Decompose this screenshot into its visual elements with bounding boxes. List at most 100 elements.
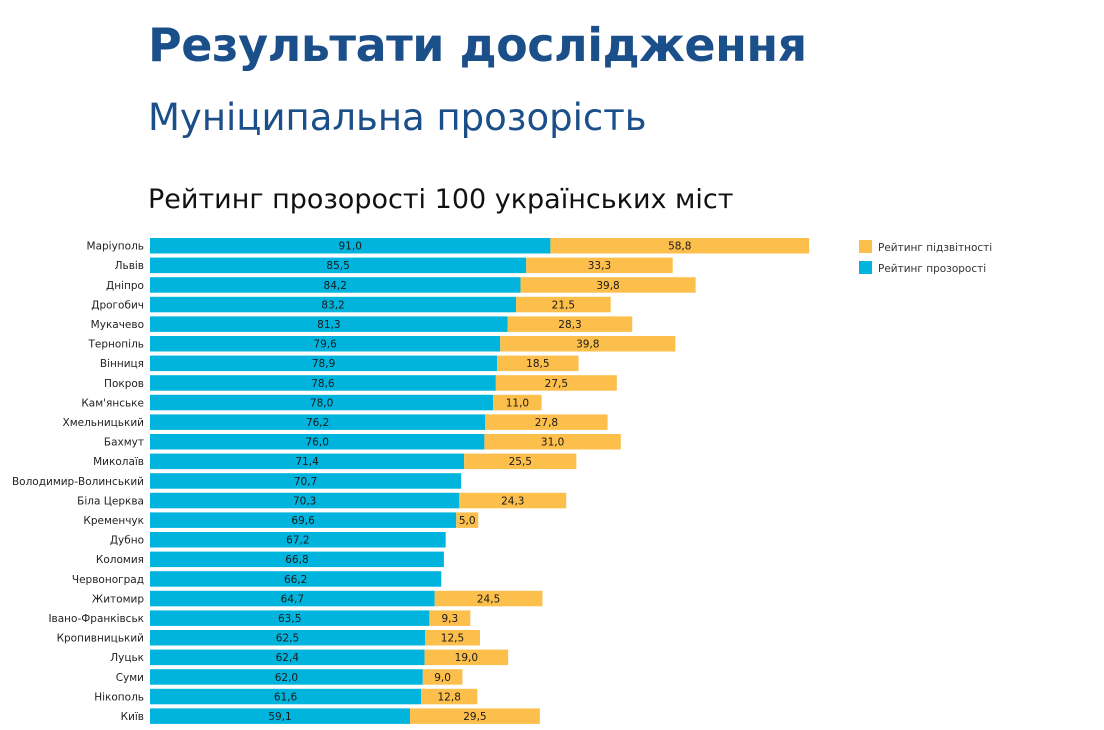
bar-accountability [550, 238, 810, 254]
value-label-accountability: 24,3 [501, 495, 524, 507]
bar-accountability [459, 492, 567, 509]
value-label-accountability: 12,5 [441, 633, 464, 645]
value-label-transparency: 85,5 [326, 260, 349, 272]
category-label: Дніпро [106, 280, 144, 292]
bar-transparency [150, 492, 460, 509]
value-label-transparency: 62,0 [275, 672, 298, 684]
page-subtitle: Муніципальна прозорість [148, 96, 647, 139]
value-label-accountability: 11,0 [506, 397, 529, 409]
bar-transparency [150, 414, 486, 430]
value-label-accountability: 24,5 [477, 593, 500, 605]
value-label-transparency: 70,7 [294, 476, 317, 488]
value-label-transparency: 61,6 [274, 691, 298, 703]
bar-transparency [150, 688, 422, 705]
category-label: Хмельницький [63, 417, 145, 429]
bar-accountability [526, 257, 673, 274]
category-label: Івано-Франківськ [48, 613, 144, 625]
value-label-transparency: 66,8 [285, 554, 308, 566]
value-label-transparency: 70,3 [293, 495, 316, 507]
value-label-accountability: 58,8 [668, 241, 691, 253]
bar-transparency [150, 316, 508, 332]
value-label-transparency: 84,2 [324, 280, 347, 292]
value-label-accountability: 18,5 [526, 358, 549, 370]
category-label: Тернопіль [87, 339, 144, 351]
value-label-transparency: 67,2 [286, 535, 309, 547]
category-label: Миколаїв [93, 456, 144, 468]
value-label-accountability: 28,3 [558, 319, 581, 331]
value-label-accountability: 19,0 [455, 652, 478, 664]
bar-accountability [516, 296, 611, 313]
category-label: Мукачево [91, 319, 144, 331]
category-label: Кам'янське [81, 397, 144, 409]
value-label-transparency: 79,6 [313, 339, 337, 351]
value-label-transparency: 91,0 [339, 241, 362, 253]
bar-transparency [150, 336, 501, 352]
category-label: Нікополь [94, 691, 144, 703]
bar-accountability [495, 375, 617, 391]
bar-accountability [507, 316, 633, 332]
bar-accountability [500, 336, 676, 352]
category-label: Житомир [92, 593, 144, 605]
bar-accountability [434, 590, 543, 607]
bar-transparency [150, 394, 494, 411]
value-label-transparency: 63,5 [278, 613, 301, 625]
category-label: Володимир-Волинський [12, 476, 144, 488]
bar-accountability [497, 355, 579, 372]
category-label: Дрогобич [91, 299, 144, 311]
category-label: Вінниця [100, 358, 144, 370]
value-label-transparency: 62,5 [276, 633, 299, 645]
bar-accountability [464, 453, 577, 470]
bar-transparency [150, 257, 527, 274]
bar-transparency [150, 375, 496, 391]
bar-transparency [150, 277, 521, 293]
value-label-transparency: 78,0 [310, 397, 333, 409]
category-label: Київ [121, 711, 144, 723]
value-label-transparency: 78,6 [311, 378, 335, 390]
bar-transparency [150, 512, 457, 528]
legend-swatch [859, 240, 872, 253]
bar-transparency [150, 532, 446, 548]
category-label: Коломия [96, 554, 144, 566]
bar-accountability [410, 708, 540, 724]
value-label-accountability: 33,3 [588, 260, 611, 272]
category-label: Львів [115, 260, 144, 272]
chart-title: Рейтинг прозорості 100 українських міст [148, 184, 734, 215]
value-label-transparency: 78,9 [312, 358, 335, 370]
category-label: Червоноград [72, 574, 144, 586]
value-label-accountability: 39,8 [576, 339, 599, 351]
bar-transparency [150, 649, 425, 666]
bar-transparency [150, 296, 517, 313]
bar-transparency [150, 708, 411, 724]
category-label: Бахмут [104, 437, 144, 449]
page-title: Результати дослідження [148, 18, 807, 72]
value-label-transparency: 62,4 [276, 652, 300, 664]
value-label-accountability: 27,8 [535, 417, 558, 429]
category-label: Покров [104, 378, 144, 390]
bar-accountability [456, 512, 479, 528]
value-label-transparency: 71,4 [295, 456, 319, 468]
bar-transparency [150, 238, 551, 254]
bar-accountability [425, 630, 480, 646]
category-label: Кропивницький [57, 633, 144, 645]
bar-accountability [493, 394, 542, 411]
legend-label: Рейтинг прозорості [878, 263, 986, 275]
value-label-transparency: 69,6 [291, 515, 315, 527]
bar-transparency [150, 669, 423, 685]
bar-transparency [150, 630, 425, 646]
bar-transparency [150, 610, 430, 626]
bar-accountability [429, 610, 471, 626]
value-label-accountability: 25,5 [509, 456, 532, 468]
bar-transparency [150, 551, 444, 568]
value-label-accountability: 29,5 [463, 711, 486, 723]
bar-accountability [485, 414, 608, 430]
category-label: Суми [116, 672, 144, 684]
bar-transparency [150, 590, 435, 607]
category-label: Дубно [110, 535, 144, 547]
value-label-accountability: 21,5 [552, 299, 575, 311]
bar-transparency [150, 473, 462, 489]
bar-accountability [422, 669, 463, 685]
legend-swatch [859, 261, 872, 274]
value-label-transparency: 76,2 [306, 417, 329, 429]
value-label-transparency: 59,1 [268, 711, 291, 723]
